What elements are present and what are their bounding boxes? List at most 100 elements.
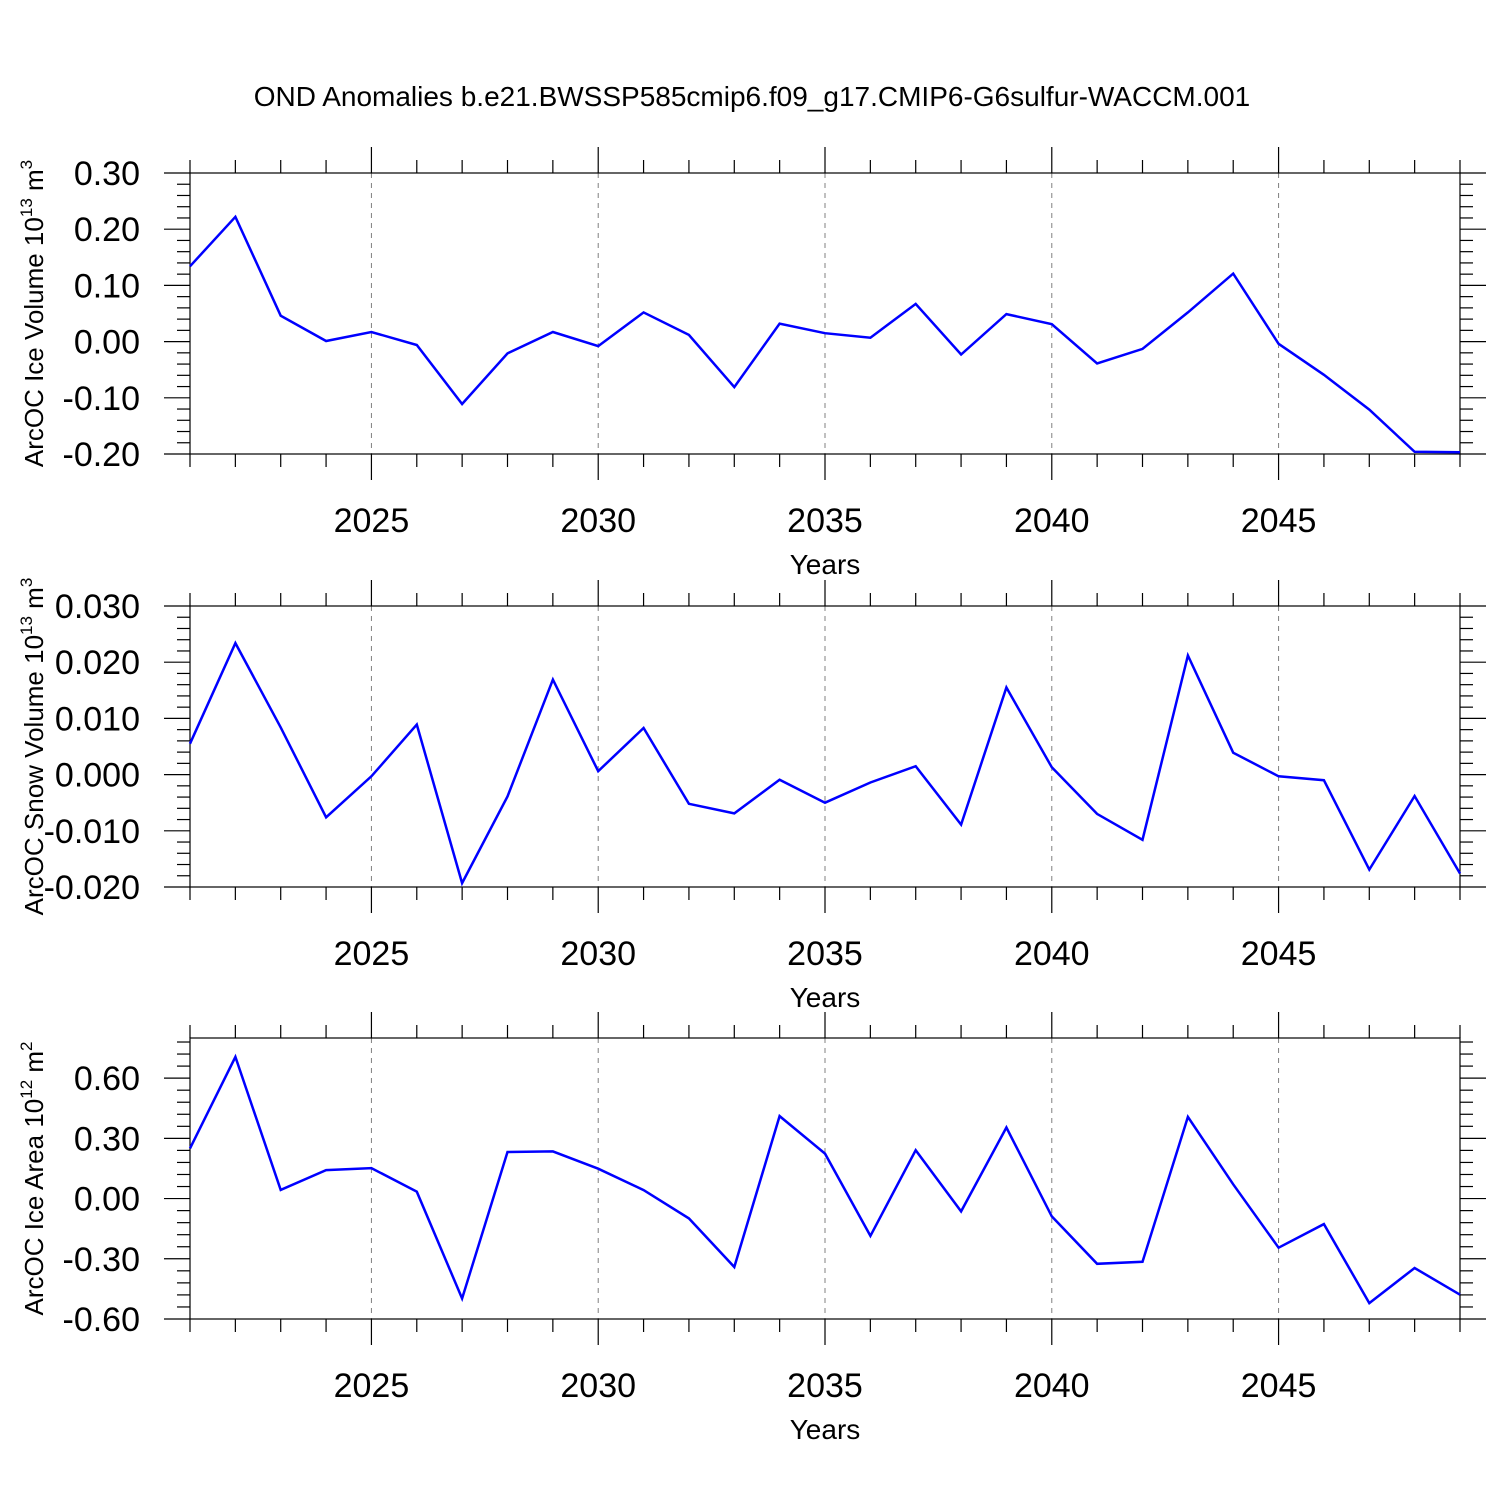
y-axis-label: ArcOC Snow Volume 1013 m3 (17, 578, 49, 916)
data-point (1231, 751, 1235, 755)
data-point (1050, 1214, 1054, 1218)
data-point (1231, 272, 1235, 276)
data-point (1095, 1262, 1099, 1266)
data-point (959, 823, 963, 827)
data-point (1141, 1260, 1145, 1264)
x-tick-label: 2035 (787, 935, 863, 973)
data-point (732, 1265, 736, 1269)
x-tick-label: 2045 (1241, 1367, 1317, 1405)
y-axis-label-text: ArcOC Ice Area 10 (19, 1099, 49, 1316)
data-point (233, 215, 237, 219)
y-axis-label-unit-exponent: 2 (17, 1041, 36, 1050)
x-axis-label: Years (790, 982, 861, 1013)
data-point (1004, 685, 1008, 689)
data-point (415, 1190, 419, 1194)
data-point (596, 769, 600, 773)
data-point (1413, 450, 1417, 454)
data-point (188, 264, 192, 268)
y-axis-label-exponent: 13 (17, 616, 36, 635)
data-point (823, 331, 827, 335)
data-point (1367, 408, 1371, 412)
data-point (1186, 310, 1190, 314)
x-tick-label: 2030 (560, 935, 636, 973)
data-point (1277, 1246, 1281, 1250)
x-tick-label: 2030 (560, 502, 636, 540)
data-point (732, 811, 736, 815)
data-point (1004, 1126, 1008, 1130)
y-axis-label-unit: m (19, 1051, 49, 1080)
x-axis-label: Years (790, 549, 861, 580)
y-tick-label: 0.00 (74, 1181, 140, 1219)
data-point (1095, 362, 1099, 366)
y-tick-label: -0.30 (63, 1241, 141, 1279)
data-point (233, 641, 237, 645)
chart-title: OND Anomalies b.e21.BWSSP585cmip6.f09_g1… (254, 81, 1251, 112)
y-axis-label-exponent: 12 (17, 1080, 36, 1099)
data-point (279, 314, 283, 318)
x-tick-label: 2025 (334, 502, 410, 540)
data-point (732, 385, 736, 389)
data-point (551, 330, 555, 334)
y-axis-label-exponent: 13 (17, 198, 36, 217)
y-axis-label-unit-exponent: 3 (17, 160, 36, 169)
y-tick-label: 0.030 (55, 588, 140, 626)
data-point (1141, 347, 1145, 351)
x-tick-label: 2040 (1014, 1367, 1090, 1405)
data-point (551, 678, 555, 682)
data-point (233, 1055, 237, 1059)
data-point (596, 1167, 600, 1171)
data-point (279, 725, 283, 729)
y-tick-label: 0.010 (55, 700, 140, 738)
data-point (1413, 1266, 1417, 1270)
data-point (1186, 653, 1190, 657)
y-axis-label-unit: m (19, 587, 49, 616)
x-tick-label: 2035 (787, 1367, 863, 1405)
ice-area-panel: 2025 2030 2035 2040 2045 Years -0.60 -0.30 0.00 0… (17, 1012, 1486, 1445)
data-point (1277, 774, 1281, 778)
data-point (778, 1114, 782, 1118)
data-point (642, 310, 646, 314)
data-point (959, 1209, 963, 1213)
series-line (188, 1053, 1461, 1305)
data-point (188, 742, 192, 746)
y-tick-label: 0.020 (55, 644, 140, 682)
ice-volume-panel: 2025 2030 2035 2040 2045 Years -0.20 -0.10 0.00 0… (17, 147, 1486, 580)
data-point (687, 802, 691, 806)
y-tick-label: 0.00 (74, 324, 140, 362)
y-axis-label-text: ArcOC Ice Volume 10 (19, 217, 49, 467)
data-point (642, 726, 646, 730)
data-point (1004, 312, 1008, 316)
data-point (778, 778, 782, 782)
data-point (369, 330, 373, 334)
data-point (506, 351, 510, 355)
data-point (460, 881, 464, 885)
data-point (914, 764, 918, 768)
y-axis-label-unit: m (19, 169, 49, 198)
series-line (188, 640, 1462, 887)
data-point (868, 1234, 872, 1238)
data-point (959, 353, 963, 357)
data-point (596, 344, 600, 348)
data-point (1050, 765, 1054, 769)
y-tick-label: 0.20 (74, 211, 140, 249)
data-point (1322, 373, 1326, 377)
data-point (1277, 342, 1281, 346)
data-point (188, 1146, 192, 1150)
x-tick-label: 2040 (1014, 502, 1090, 540)
data-point (1095, 812, 1099, 816)
y-axis-label-unit-exponent: 3 (17, 578, 36, 587)
y-axis-label-text: ArcOC Snow Volume 10 (19, 635, 49, 915)
data-point (1367, 1301, 1371, 1305)
data-point (415, 343, 419, 347)
data-point (1458, 450, 1462, 454)
data-point (1413, 794, 1417, 798)
data-point (369, 1166, 373, 1170)
data-point (1322, 778, 1326, 782)
series-line (189, 214, 1461, 454)
data-point (460, 1297, 464, 1301)
snow-volume-panel: 2025 2030 2035 2040 2045 Years -0.020 -0.010 0.0… (17, 578, 1486, 1013)
x-tick-label: 2025 (334, 935, 410, 973)
x-tick-label: 2035 (787, 502, 863, 540)
y-tick-label: 0.30 (74, 155, 140, 193)
